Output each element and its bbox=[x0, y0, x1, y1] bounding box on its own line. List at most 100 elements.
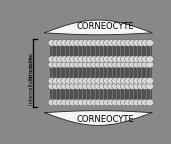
Circle shape bbox=[116, 99, 124, 106]
Circle shape bbox=[112, 40, 120, 46]
Circle shape bbox=[74, 40, 81, 46]
Circle shape bbox=[120, 99, 128, 106]
Circle shape bbox=[86, 40, 94, 46]
Circle shape bbox=[133, 99, 141, 106]
Circle shape bbox=[116, 77, 124, 84]
Circle shape bbox=[69, 99, 77, 106]
Bar bbox=[50, 67, 152, 78]
Circle shape bbox=[82, 83, 90, 90]
Circle shape bbox=[124, 99, 133, 106]
Circle shape bbox=[48, 77, 56, 84]
Bar bbox=[50, 89, 152, 100]
Circle shape bbox=[129, 61, 137, 68]
Circle shape bbox=[95, 40, 103, 46]
Circle shape bbox=[82, 61, 90, 68]
Circle shape bbox=[86, 99, 94, 106]
Circle shape bbox=[120, 40, 128, 46]
Circle shape bbox=[146, 83, 154, 90]
Circle shape bbox=[52, 99, 60, 106]
Circle shape bbox=[61, 61, 69, 68]
Circle shape bbox=[137, 77, 145, 84]
Circle shape bbox=[124, 61, 133, 68]
Circle shape bbox=[133, 61, 141, 68]
Circle shape bbox=[99, 61, 107, 68]
Circle shape bbox=[69, 40, 77, 46]
Circle shape bbox=[103, 83, 111, 90]
Circle shape bbox=[103, 99, 111, 106]
Circle shape bbox=[82, 77, 90, 84]
Circle shape bbox=[48, 83, 56, 90]
Circle shape bbox=[86, 56, 94, 63]
Circle shape bbox=[90, 99, 98, 106]
Circle shape bbox=[108, 56, 115, 63]
Circle shape bbox=[78, 61, 86, 68]
Circle shape bbox=[137, 40, 145, 46]
Bar bbox=[50, 46, 152, 56]
Circle shape bbox=[99, 40, 107, 46]
Circle shape bbox=[146, 61, 154, 68]
Circle shape bbox=[129, 56, 137, 63]
Circle shape bbox=[74, 83, 81, 90]
Circle shape bbox=[48, 40, 56, 46]
Circle shape bbox=[95, 99, 103, 106]
Circle shape bbox=[78, 99, 86, 106]
Circle shape bbox=[82, 56, 90, 63]
Circle shape bbox=[108, 61, 115, 68]
Circle shape bbox=[65, 56, 73, 63]
Circle shape bbox=[95, 61, 103, 68]
Circle shape bbox=[65, 83, 73, 90]
Circle shape bbox=[124, 83, 133, 90]
Circle shape bbox=[146, 40, 154, 46]
Circle shape bbox=[133, 77, 141, 84]
Circle shape bbox=[61, 40, 69, 46]
Circle shape bbox=[129, 77, 137, 84]
Circle shape bbox=[95, 83, 103, 90]
Polygon shape bbox=[45, 20, 152, 35]
Circle shape bbox=[112, 56, 120, 63]
Circle shape bbox=[103, 56, 111, 63]
Circle shape bbox=[52, 56, 60, 63]
Circle shape bbox=[78, 56, 86, 63]
Circle shape bbox=[78, 77, 86, 84]
Circle shape bbox=[112, 77, 120, 84]
Circle shape bbox=[146, 99, 154, 106]
Circle shape bbox=[86, 83, 94, 90]
Circle shape bbox=[120, 56, 128, 63]
Circle shape bbox=[99, 99, 107, 106]
Circle shape bbox=[120, 61, 128, 68]
Circle shape bbox=[69, 56, 77, 63]
Circle shape bbox=[57, 83, 64, 90]
Circle shape bbox=[78, 83, 86, 90]
Circle shape bbox=[124, 40, 133, 46]
Circle shape bbox=[61, 56, 69, 63]
Circle shape bbox=[90, 56, 98, 63]
Polygon shape bbox=[45, 111, 152, 125]
Text: CORNEOCYTE: CORNEOCYTE bbox=[76, 22, 134, 31]
Circle shape bbox=[142, 56, 149, 63]
Circle shape bbox=[99, 77, 107, 84]
Circle shape bbox=[137, 83, 145, 90]
Circle shape bbox=[48, 99, 56, 106]
Circle shape bbox=[108, 83, 115, 90]
Circle shape bbox=[116, 56, 124, 63]
Circle shape bbox=[65, 40, 73, 46]
Circle shape bbox=[133, 83, 141, 90]
Circle shape bbox=[90, 83, 98, 90]
Circle shape bbox=[78, 40, 86, 46]
Circle shape bbox=[86, 77, 94, 84]
Circle shape bbox=[103, 40, 111, 46]
Circle shape bbox=[116, 83, 124, 90]
Circle shape bbox=[52, 40, 60, 46]
Circle shape bbox=[142, 99, 149, 106]
Circle shape bbox=[103, 77, 111, 84]
Circle shape bbox=[61, 83, 69, 90]
Circle shape bbox=[90, 61, 98, 68]
Circle shape bbox=[74, 99, 81, 106]
Text: CORNEOCYTE: CORNEOCYTE bbox=[76, 115, 134, 124]
Circle shape bbox=[52, 83, 60, 90]
Circle shape bbox=[48, 61, 56, 68]
Circle shape bbox=[103, 61, 111, 68]
Circle shape bbox=[95, 77, 103, 84]
Circle shape bbox=[137, 56, 145, 63]
Circle shape bbox=[108, 77, 115, 84]
